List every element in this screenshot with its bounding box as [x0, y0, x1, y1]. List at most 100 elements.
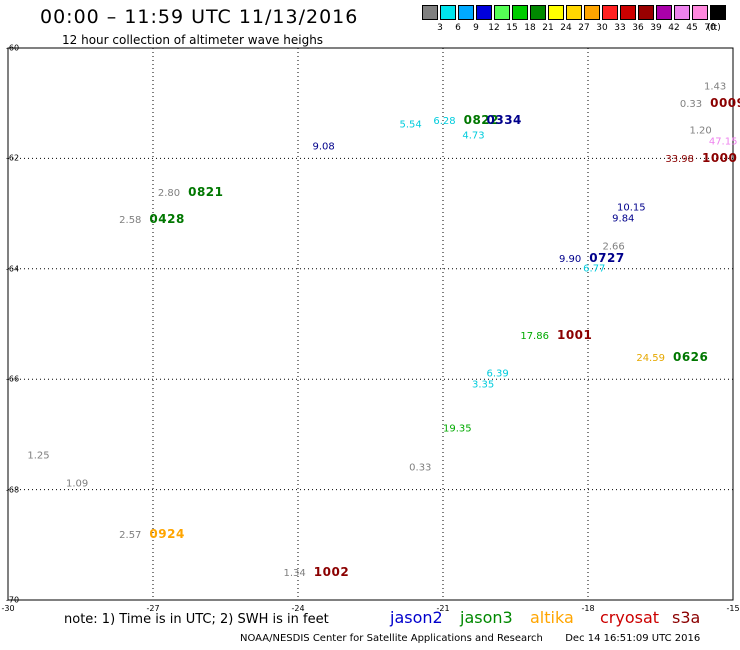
color-scale-label: 18: [524, 23, 536, 33]
color-scale-label: 33: [614, 23, 626, 33]
observation-marker: 19.35: [443, 423, 472, 434]
color-scale-label: 15: [506, 23, 518, 33]
color-swatch: [638, 5, 654, 20]
wave-height-value: 0.33: [409, 462, 432, 474]
wave-height-value: 6.39: [486, 368, 509, 380]
observation-marker: 1.43: [704, 81, 726, 92]
longitude-tick-label: -15: [726, 604, 740, 613]
wave-height-value: 1.34: [283, 568, 306, 580]
observation-marker: 3.35: [472, 379, 494, 390]
color-scale-label: 27: [578, 23, 590, 33]
observation-marker: 0334: [487, 113, 522, 127]
wave-height-value: 6.28: [433, 115, 456, 127]
units-note: note: 1) Time is in UTC; 2) SWH is in fe…: [64, 612, 329, 627]
color-scale-label: 36: [632, 23, 644, 33]
latitude-tick-label: -68: [6, 485, 20, 495]
wave-height-value: 2.57: [119, 529, 142, 541]
color-swatch: [620, 5, 636, 20]
wave-height-value: 6.77: [583, 263, 606, 275]
color-swatch: [566, 5, 582, 20]
satellite-legend-item: altika: [530, 608, 574, 627]
wave-height-value: 9.84: [612, 213, 635, 225]
observation-marker: 6.28 0822: [433, 113, 499, 127]
observation-marker: 2.58 0428: [119, 212, 185, 226]
observation-marker: 2.66: [603, 241, 625, 252]
observation-marker: 0.33 0009: [680, 96, 740, 110]
map-frame: [7, 47, 734, 601]
observation-marker: 6.77: [583, 263, 605, 274]
color-swatch: [422, 5, 438, 20]
observation-marker: 2.57 0924: [119, 527, 185, 541]
observation-marker: 24.59 0626: [636, 350, 708, 364]
color-swatch: [692, 5, 708, 20]
observation-time: 0727: [589, 250, 625, 265]
color-swatch: [494, 5, 510, 20]
observation-time: 0821: [188, 184, 224, 199]
satellite-legend-item: s3a: [672, 608, 701, 627]
color-swatch: [656, 5, 672, 20]
wave-height-value: 19.35: [443, 423, 472, 435]
color-swatch: [674, 5, 690, 20]
wave-height-value: 1.43: [704, 81, 727, 93]
observation-marker: 1.09: [66, 479, 88, 490]
color-swatch: [584, 5, 600, 20]
observation-time: 0009: [710, 96, 740, 111]
longitude-tick-label: -18: [581, 604, 595, 613]
observation-time: 0924: [149, 526, 185, 541]
color-swatch: [458, 5, 474, 20]
latitude-tick-label: -70: [6, 595, 20, 605]
observation-marker: 1.20: [690, 125, 712, 136]
wave-height-value: 47.15: [708, 136, 738, 148]
timestamp-text: Dec 14 16:51:09 UTC 2016: [565, 633, 701, 644]
observation-marker: 47.15: [709, 136, 738, 147]
wave-height-value: 1.09: [66, 478, 89, 490]
observation-marker: 4.73: [462, 131, 484, 142]
map-subtitle: 12 hour collection of altimeter wave hei…: [62, 33, 324, 47]
wave-height-value: 9.90: [559, 253, 582, 265]
observation-marker: 17.86 1001: [520, 328, 592, 342]
credit-text: NOAA/NESDIS Center for Satellite Applica…: [240, 633, 543, 644]
color-scale-label: 6: [455, 23, 461, 33]
observation-time: 1001: [556, 328, 593, 343]
longitude-tick-label: -27: [146, 604, 160, 613]
color-swatch: [530, 5, 546, 20]
color-swatch: [476, 5, 492, 20]
observation-time: 1000: [701, 151, 738, 166]
latitude-tick-label: -64: [6, 264, 20, 274]
wave-height-value: 9.08: [312, 141, 335, 153]
color-scale-label: 24: [560, 23, 572, 33]
wave-height-value: 10.15: [617, 202, 646, 214]
wave-height-value: 5.54: [399, 119, 422, 131]
longitude-tick-label: -21: [436, 604, 450, 613]
wave-height-value: 24.59: [636, 353, 665, 365]
latitude-tick-label: -66: [6, 374, 20, 384]
observation-marker: 10.15: [617, 203, 646, 214]
wave-height-value: 2.58: [119, 215, 142, 227]
observation-marker: 5.54: [400, 120, 422, 131]
observation-marker: 9.90 0727: [559, 251, 625, 265]
color-swatch: [512, 5, 528, 20]
observation-time: 1002: [313, 565, 350, 580]
observation-marker: 2.80 0821: [158, 185, 224, 199]
color-scale-label: 70: [704, 23, 716, 33]
satellite-legend-item: jason3: [460, 608, 513, 627]
wave-height-value: 0.33: [679, 99, 703, 111]
map-title: 00:00 – 11:59 UTC 11/13/2016: [40, 6, 359, 28]
observation-marker: 33.98 1000: [665, 151, 737, 165]
color-scale-label: 9: [473, 23, 479, 33]
longitude-tick-label: -24: [291, 604, 305, 613]
satellite-legend-item: cryosat: [600, 608, 660, 627]
footer-credit: NOAA/NESDIS Center for Satellite Applica…: [240, 633, 700, 644]
wave-height-value: 33.98: [665, 154, 694, 166]
observation-marker: 1.25: [27, 451, 49, 462]
latitude-tick-label: -62: [6, 153, 20, 163]
color-scale-label: 12: [488, 23, 500, 33]
wave-height-value: 2.66: [602, 241, 625, 253]
wave-height-value: 1.25: [27, 450, 50, 462]
observation-marker: 9.84: [612, 214, 634, 225]
observation-time: 0428: [149, 212, 185, 227]
observation-marker: 1.34 1002: [284, 565, 350, 579]
color-scale-label: (ft): [707, 23, 721, 33]
wave-height-value: 3.35: [472, 379, 495, 391]
wave-height-value: 17.86: [520, 331, 549, 343]
